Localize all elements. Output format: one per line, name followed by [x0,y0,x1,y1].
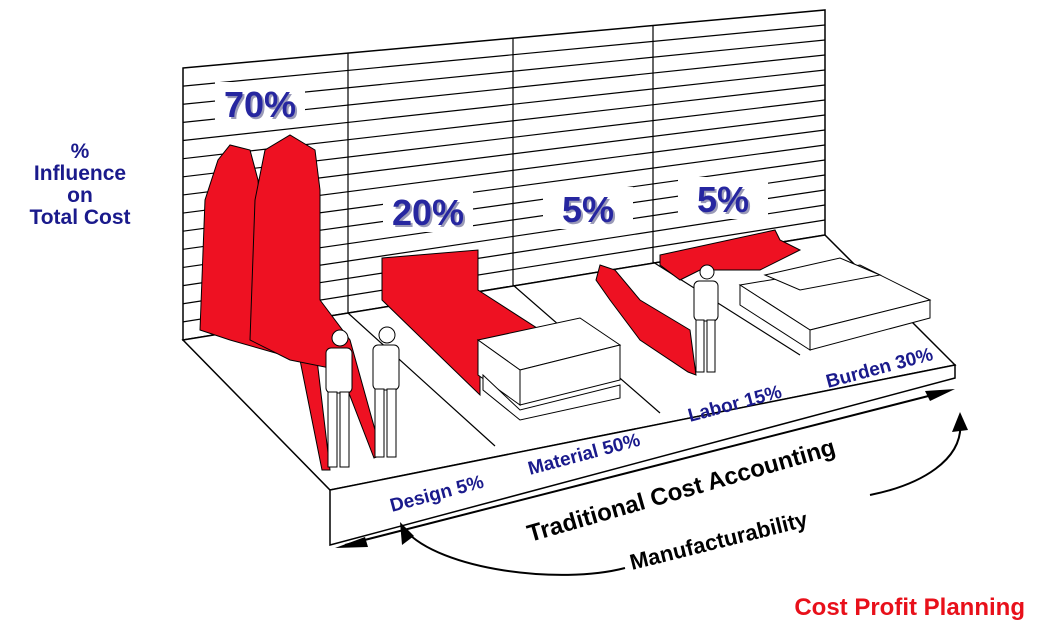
footer: Cost Profit Planning [794,594,1025,621]
y-label-line: % [71,140,90,163]
y-label-line: Influence [34,162,126,185]
percent-label: 5% [562,189,614,230]
percent-label: 20% [392,192,464,233]
y-label-line: Total Cost [29,206,130,229]
percent-label: 70% [224,84,296,125]
arrow-head [400,522,414,545]
arrow-label: Manufacturability [627,506,811,575]
diagram: %InfluenceonTotal Cost 70%70%20%20%5%5%5… [0,0,1044,627]
y-label-line: on [67,184,93,207]
percent-label: 5% [697,179,749,220]
arrow-head [952,412,968,432]
arrow-head [925,389,955,401]
